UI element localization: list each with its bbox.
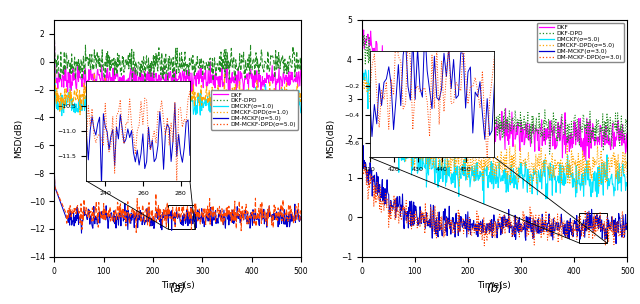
X-axis label: Time(s): Time(s) — [477, 281, 511, 290]
Bar — [168, 205, 195, 229]
Y-axis label: MSD(dB): MSD(dB) — [326, 119, 335, 158]
Legend: DKF, DKF-DPD, DMCKF(σ=1.0), DMCKF-DPD(σ=1.0), DM-MCKF(σ=5.0), DM-MCKF-DPD(σ=5.0): DKF, DKF-DPD, DMCKF(σ=1.0), DMCKF-DPD(σ=… — [211, 90, 298, 130]
Y-axis label: MSD(dB): MSD(dB) — [14, 119, 23, 158]
Legend: DKF, DKF-DPD, DMCKF(σ=5.0), DMCKF-DPD(σ=5.0), DM-MCKF(σ=3.0), DM-MCKF-DPD(σ=3.0): DKF, DKF-DPD, DMCKF(σ=5.0), DMCKF-DPD(σ=… — [537, 23, 624, 62]
Text: (a): (a) — [170, 282, 186, 295]
Bar — [579, 213, 607, 243]
Text: (b): (b) — [486, 282, 503, 295]
X-axis label: Time(s): Time(s) — [161, 281, 195, 290]
